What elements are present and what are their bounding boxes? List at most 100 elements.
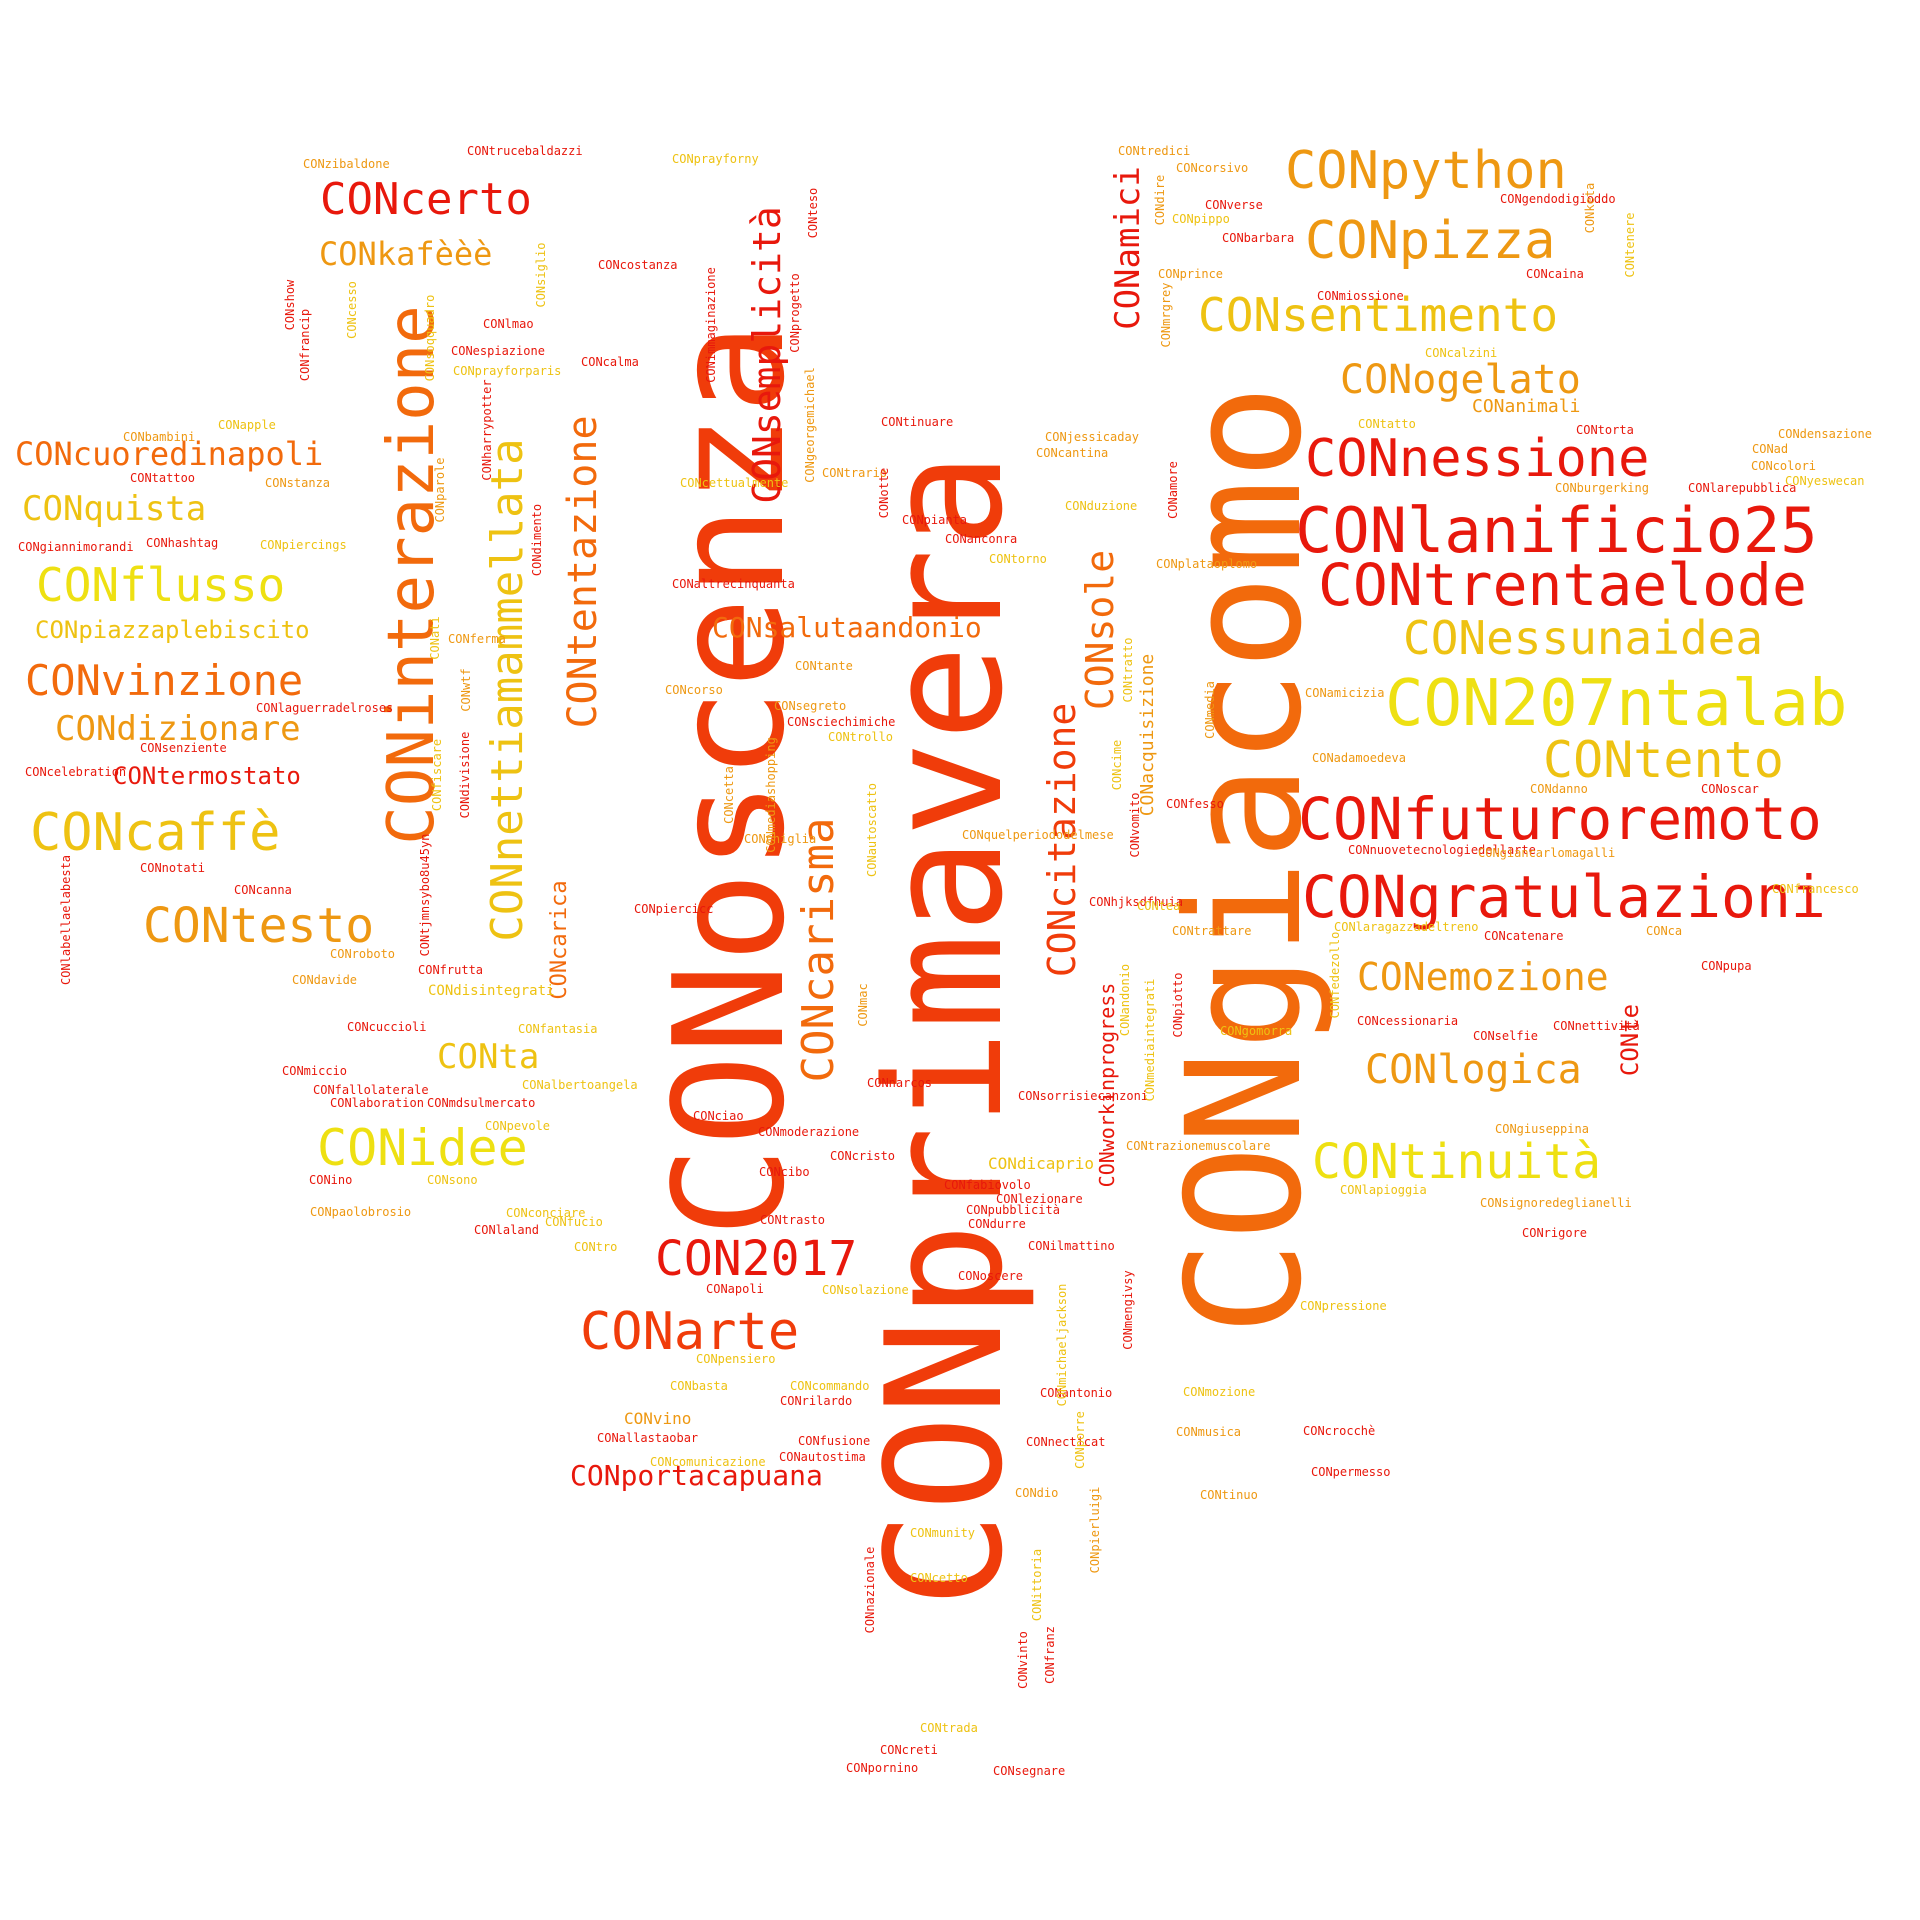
word: CONpizza xyxy=(1305,211,1556,271)
word-small: CONca xyxy=(1646,924,1683,938)
word-small: CONpaolobrosio xyxy=(310,1205,412,1219)
word-small: CONnarcos xyxy=(867,1076,933,1090)
word-small-vertical: CONfrancip xyxy=(298,308,312,382)
word: CONta xyxy=(437,1037,540,1077)
word-small: CONpensiero xyxy=(696,1352,776,1366)
word-small: CONcatenare xyxy=(1484,929,1564,943)
word-small: CONpiercings xyxy=(260,538,347,552)
word: CONcuoredinapoli xyxy=(15,435,324,473)
word-small-vertical: CONmac xyxy=(856,983,870,1027)
word: CONsentimento xyxy=(1198,288,1559,342)
word-small-vertical: CONparole xyxy=(433,457,447,523)
word-small: CONrigore xyxy=(1522,1226,1588,1240)
word: CONpython xyxy=(1285,141,1567,201)
word-small: CONtredici xyxy=(1118,144,1191,158)
word-small: CONcelebration xyxy=(25,765,127,779)
word-small: CONespiazione xyxy=(451,344,545,358)
word-small: CONtrazionemuscolare xyxy=(1126,1139,1271,1153)
word-small: CONsegnare xyxy=(993,1764,1066,1778)
word-small: CONgiancarlomagalli xyxy=(1478,846,1616,860)
word-small: CONsegreto xyxy=(774,699,847,713)
word-small: CONtorno xyxy=(989,552,1047,566)
word-small-vertical: CONvinto xyxy=(1016,1631,1030,1689)
word-vertical: CONcarisma xyxy=(793,817,844,1083)
word-small: CONciao xyxy=(693,1109,744,1123)
word: CONogelato xyxy=(1340,357,1581,403)
word-small: CONoscar xyxy=(1701,782,1759,796)
word: CONtesto xyxy=(143,898,375,954)
word-small: CONcomunicazione xyxy=(650,1455,766,1469)
word-small: CONautostima xyxy=(779,1450,866,1464)
word-small: CONmusica xyxy=(1176,1425,1242,1439)
word-small-vertical: CONautoscatto xyxy=(865,783,879,877)
word-small: CONallastaobar xyxy=(597,1431,699,1445)
word-small: CONfesso xyxy=(1166,797,1224,811)
word-small: CONchiglia xyxy=(744,832,817,846)
word-small: CONgiuseppina xyxy=(1495,1122,1589,1136)
word-small: CONfrutta xyxy=(418,963,484,977)
word-small: CONtattoo xyxy=(130,471,196,485)
word: CONnessione xyxy=(1305,429,1650,489)
word-small: CONtante xyxy=(795,659,853,673)
word-small-vertical: CONvomito xyxy=(1128,792,1142,858)
word-small: CONprince xyxy=(1158,267,1224,281)
word-small: CONcreti xyxy=(880,1743,938,1757)
word-small: CONvino xyxy=(624,1409,692,1428)
word-small: CONaltrecinquanta xyxy=(672,577,795,591)
word-small: CONsciechimiche xyxy=(787,715,896,729)
word-small: CONpupa xyxy=(1701,959,1752,973)
word-small: CONcessionaria xyxy=(1357,1014,1459,1028)
word-small: CONdensazione xyxy=(1778,427,1872,441)
word-small: CONsolazione xyxy=(822,1283,909,1297)
word: CONdizionare xyxy=(55,709,301,749)
word-small: CONdio xyxy=(1015,1486,1059,1500)
word-vertical: CONamici xyxy=(1108,166,1148,330)
word-small: CONpiercicc xyxy=(634,902,714,916)
word-small: CONduzione xyxy=(1065,499,1138,513)
word-small: CONamicizia xyxy=(1305,686,1385,700)
word-small: CONlaragazzadeltreno xyxy=(1334,920,1479,934)
word-small: CONlaguerradelroses xyxy=(256,701,394,715)
word-vertical: CONworkinprogress xyxy=(1095,982,1119,1188)
word-small: CONtea xyxy=(1137,899,1181,913)
word-small: CONsenziente xyxy=(140,741,227,755)
word-small: CONdicaprio xyxy=(988,1154,1094,1173)
word: CONcaffè xyxy=(30,803,281,863)
word-small-vertical: CONshow xyxy=(283,279,297,331)
word-small: CONmoderazione xyxy=(758,1125,860,1139)
word-small-vertical: CONotte xyxy=(877,467,891,519)
word-small-vertical: CONpierluigi xyxy=(1088,1486,1102,1574)
word-small: CONcuccioli xyxy=(347,1020,427,1034)
word-small: CONcristo xyxy=(830,1149,896,1163)
word-small: CONpianta xyxy=(902,513,968,527)
word-small: CONilmattino xyxy=(1028,1239,1115,1253)
word-small: CONpippo xyxy=(1172,212,1230,226)
word-small: CONroboto xyxy=(330,947,396,961)
word-small: CONconciare xyxy=(506,1206,586,1220)
word-small: CONcorsivo xyxy=(1176,161,1249,175)
word-small: CONnettività xyxy=(1553,1019,1640,1033)
word-small: CONmozione xyxy=(1183,1385,1256,1399)
word: CONsalutaandonio xyxy=(712,611,982,644)
word-small: CONcalzini xyxy=(1425,346,1498,360)
word-small: CONprayforparis xyxy=(453,364,562,378)
word-small: CONfallolaterale xyxy=(313,1083,429,1097)
word-small-vertical: CONimmaginazione xyxy=(704,267,718,383)
word-small: CONmdsulmercato xyxy=(427,1096,536,1110)
word-small: CONlarepubblica xyxy=(1688,481,1797,495)
word-small: CONquelperiododelmese xyxy=(962,828,1114,842)
word-small-vertical: CONharrypotter xyxy=(480,379,494,481)
word-small: CONantonio xyxy=(1040,1386,1113,1400)
word: CONtento xyxy=(1543,731,1784,789)
word-small: CONino xyxy=(309,1173,353,1187)
word: CONlogica xyxy=(1365,1047,1582,1093)
word-small-vertical: CONtratto xyxy=(1121,637,1135,703)
word-small: CONgiannimorandi xyxy=(18,540,134,554)
word: CONidee xyxy=(317,1119,528,1177)
word-small: CONmunity xyxy=(910,1526,976,1540)
word: CONkafèèè xyxy=(319,235,493,273)
word: CONflusso xyxy=(36,558,286,612)
word: CONlanificio25 xyxy=(1295,494,1818,567)
word-small: CONhjksdfhuia xyxy=(1089,895,1183,909)
word-small: CONtrollo xyxy=(828,730,894,744)
